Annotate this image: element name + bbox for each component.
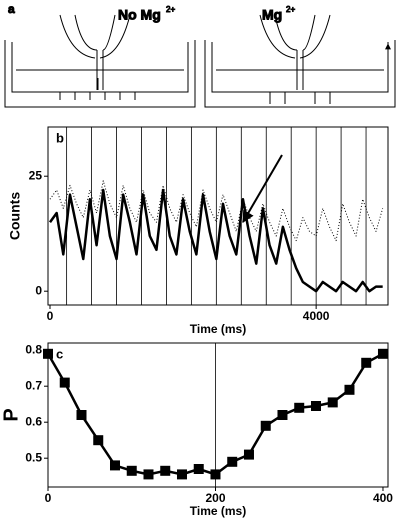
- marker: [43, 348, 53, 359]
- y-tick-label: 0: [35, 283, 42, 297]
- panel-a: a No Mg 2+ Mg 2+: [4, 2, 396, 108]
- marker: [193, 464, 204, 474]
- y-tick-label: 0.5: [25, 450, 42, 464]
- x-tick-label: 0: [45, 491, 52, 505]
- x-tick-label: 400: [373, 491, 393, 505]
- branches: [269, 92, 331, 104]
- y-tick-label: 25: [29, 168, 43, 182]
- channel-outline: [204, 40, 396, 108]
- y-tick-label: 0.7: [25, 378, 42, 392]
- x-tick-label: 0: [47, 309, 54, 323]
- marker: [294, 402, 305, 413]
- x-tick-label: 4000: [303, 309, 330, 323]
- panel-title: No Mg: [118, 7, 161, 23]
- panel-label: a: [8, 2, 15, 16]
- marker: [377, 348, 388, 359]
- marker: [126, 465, 137, 476]
- panel-label: b: [56, 130, 64, 145]
- marker: [243, 449, 254, 460]
- panel-label: c: [56, 346, 63, 361]
- marker: [277, 410, 288, 420]
- marker: [210, 469, 221, 480]
- marker: [109, 460, 120, 471]
- channels: [211, 14, 389, 93]
- channels: [11, 14, 189, 93]
- marker: [93, 435, 104, 446]
- marker: [76, 410, 87, 420]
- marker: [344, 384, 355, 395]
- x-tick-label: 200: [205, 491, 225, 505]
- x-axis-label: Time (ms): [190, 504, 246, 518]
- marker: [176, 469, 187, 480]
- y-axis-label: P: [0, 408, 22, 421]
- flow-arrows: [11, 44, 388, 90]
- y-tick-label: 0.8: [25, 342, 42, 356]
- marker: [260, 420, 271, 431]
- marker: [143, 469, 154, 480]
- plot-frame: [47, 126, 389, 306]
- channel-outline: [4, 40, 196, 108]
- y-axis-label: Counts: [7, 192, 23, 240]
- marker: [160, 465, 171, 476]
- marker: [327, 397, 338, 408]
- series-line: [48, 188, 383, 293]
- y-tick-label: 0.6: [25, 414, 42, 428]
- marker: [227, 456, 238, 467]
- plot-frame: [47, 342, 389, 488]
- marker: [310, 401, 321, 411]
- x-axis-label: Time (ms): [190, 322, 246, 336]
- panel-title-sup: 2+: [166, 5, 175, 14]
- panel-title: Mg: [262, 7, 282, 23]
- marker: [361, 357, 372, 368]
- branches: [59, 92, 136, 100]
- annotation-arrow: [242, 154, 283, 224]
- marker: [59, 377, 70, 388]
- panel-title-sup: 2+: [286, 5, 295, 14]
